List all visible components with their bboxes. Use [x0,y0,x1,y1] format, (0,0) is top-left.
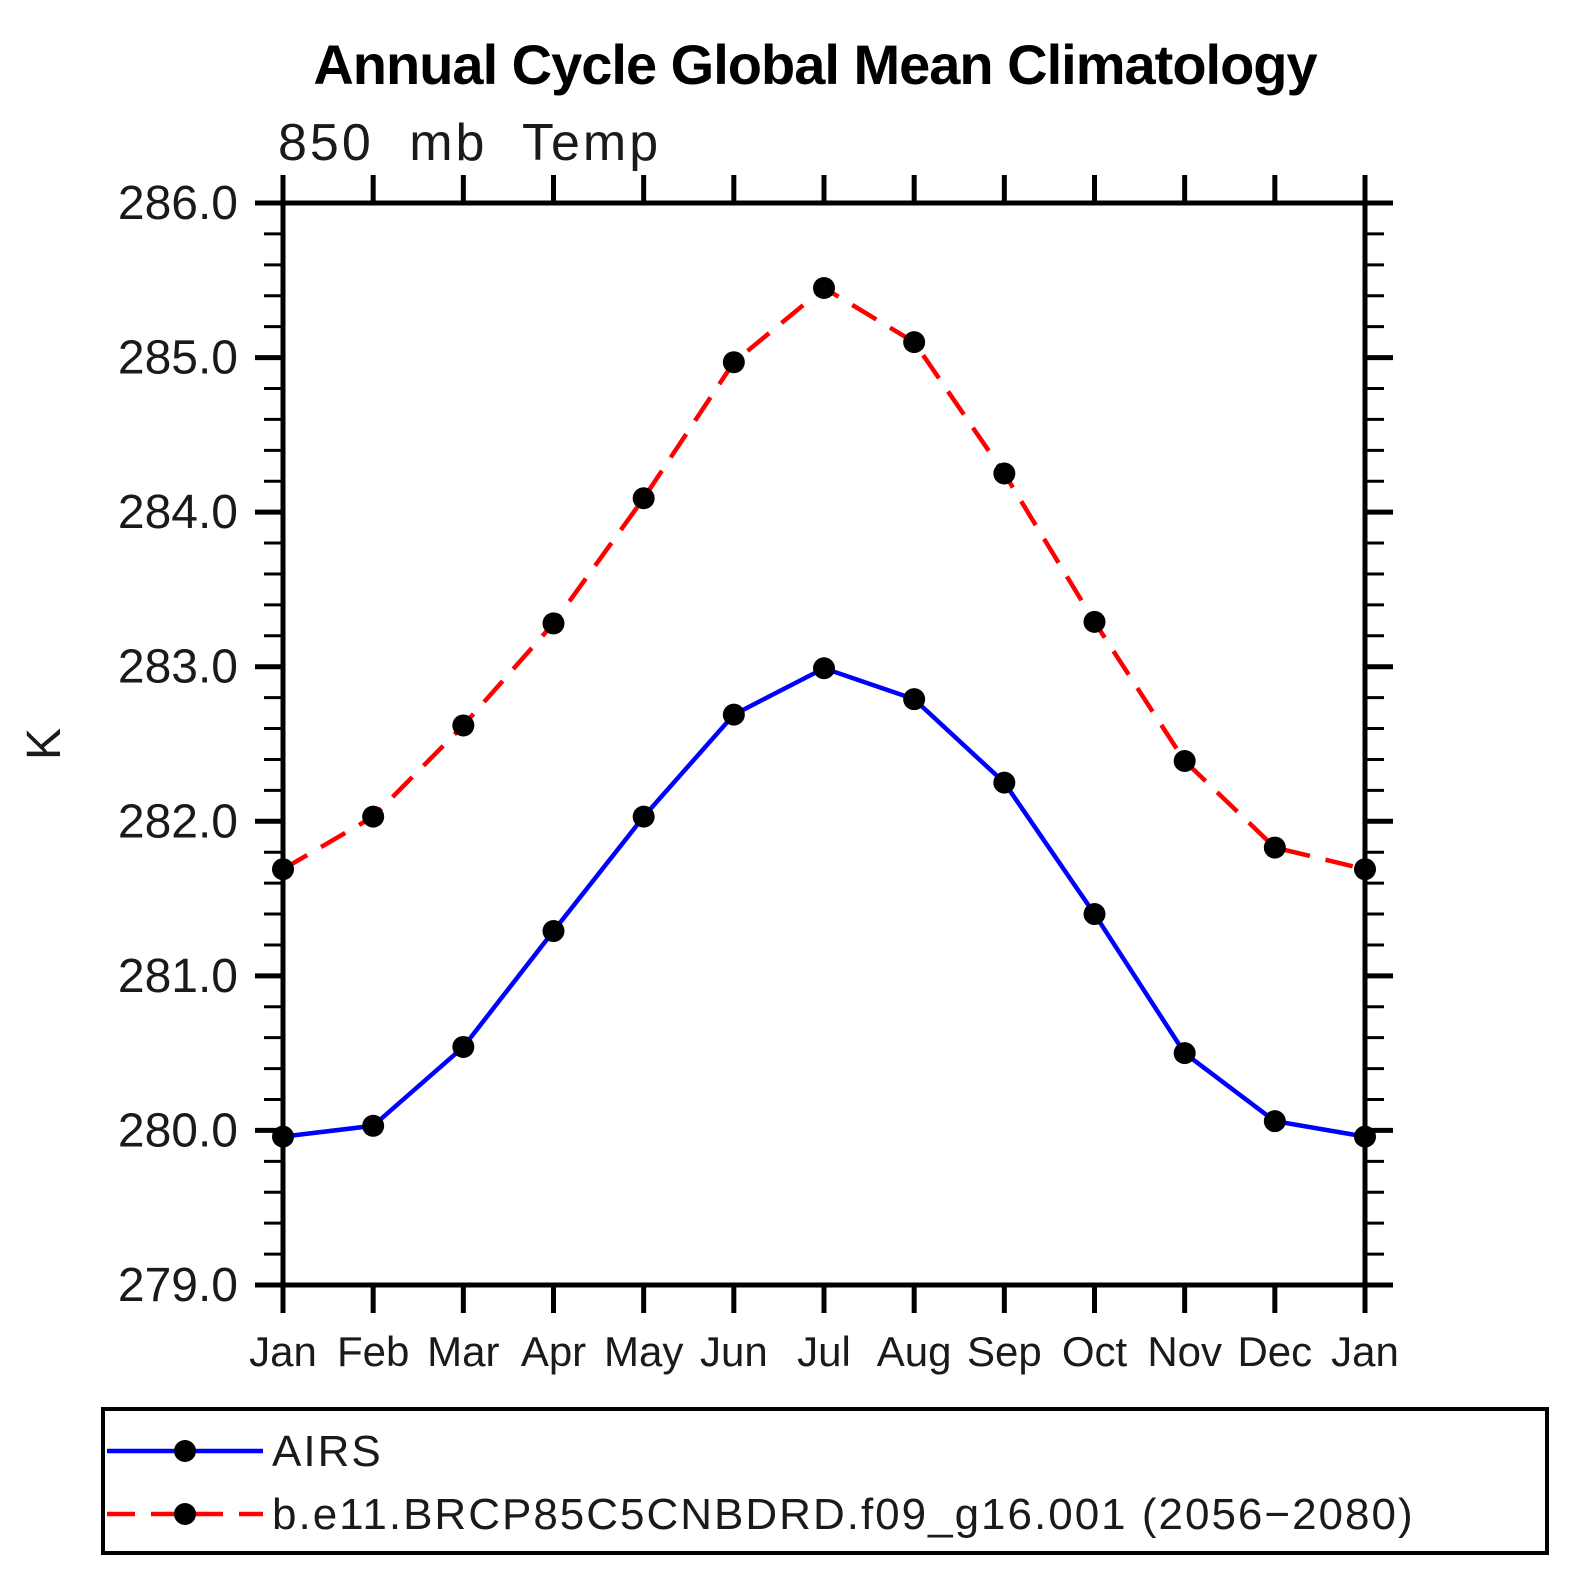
plot-frame [280,200,1368,1288]
data-point-marker [272,1125,294,1148]
y-tick-label: 286.0 [118,177,238,230]
y-tick-label: 279.0 [118,1259,238,1312]
legend-box: AIRS b.e11.BRCP85C5CNBDRD.f09_g16.001 (20… [101,1407,1549,1555]
data-point-marker [813,277,835,300]
data-point-marker [722,703,745,726]
legend-sample-marker-1 [174,1503,196,1525]
data-series [272,277,1376,1148]
x-tick-label: Apr [521,1328,586,1375]
legend-frame [101,1407,1549,1555]
data-point-marker [452,1035,475,1058]
x-tick-label: Oct [1062,1328,1128,1375]
data-point-marker [1354,1125,1376,1148]
x-tick-label: Mar [427,1328,499,1375]
data-point-marker [542,920,565,943]
x-tick-label: Jan [1331,1328,1399,1375]
data-point-marker [1173,750,1196,773]
data-point-marker [452,714,475,737]
x-tick-label: Nov [1147,1328,1222,1375]
x-tick-label: Aug [877,1328,952,1375]
data-point-marker [632,487,655,510]
x-tick-label: Jun [700,1328,768,1375]
data-point-marker [1083,610,1106,633]
data-point-marker [362,805,385,828]
axes: 279.0 280.0 281.0 282.0 283.0 284.0 285.0 286.0… [118,175,1399,1375]
data-point-marker [813,657,835,680]
y-tick-label: 284.0 [118,486,238,539]
x-tick-label: Sep [967,1328,1042,1375]
x-tick-label: Dec [1237,1328,1312,1375]
data-point-marker [542,612,565,635]
legend-item-label-1: b.e11.BRCP85C5CNBDRD.f09_g16.001 (2056−2… [272,1490,1415,1539]
data-point-marker [1173,1042,1196,1065]
data-point-marker [722,351,745,374]
y-tick-label: 280.0 [118,1104,238,1157]
x-tick-label: Feb [337,1328,409,1375]
x-tick-label: Jan [249,1328,317,1375]
data-point-marker [362,1114,385,1137]
chart-subtitle: 850 mb Temp [278,114,661,172]
data-point-marker [272,858,294,881]
x-tick-label: May [604,1328,683,1375]
series-line-0 [282,665,1366,1139]
data-point-marker [903,331,926,354]
data-point-marker [1083,903,1106,926]
y-tick-label: 282.0 [118,795,238,848]
y-tick-label: 281.0 [118,950,238,1003]
data-point-marker [1354,858,1376,881]
data-point-marker [993,771,1016,794]
data-point-marker [632,805,655,828]
data-point-marker [1263,836,1286,859]
data-point-marker [1263,1110,1286,1133]
series-line-1 [281,285,1366,872]
legend-sample-marker-0 [174,1440,196,1462]
legend-item-label-0: AIRS [272,1427,383,1476]
chart-title: Annual Cycle Global Mean Climatology [313,33,1317,96]
y-tick-label: 283.0 [118,641,238,694]
data-point-marker [993,462,1016,485]
y-tick-label: 285.0 [118,332,238,385]
data-point-marker [903,688,926,711]
y-axis-label: K [18,728,71,760]
x-tick-label: Jul [797,1328,851,1375]
